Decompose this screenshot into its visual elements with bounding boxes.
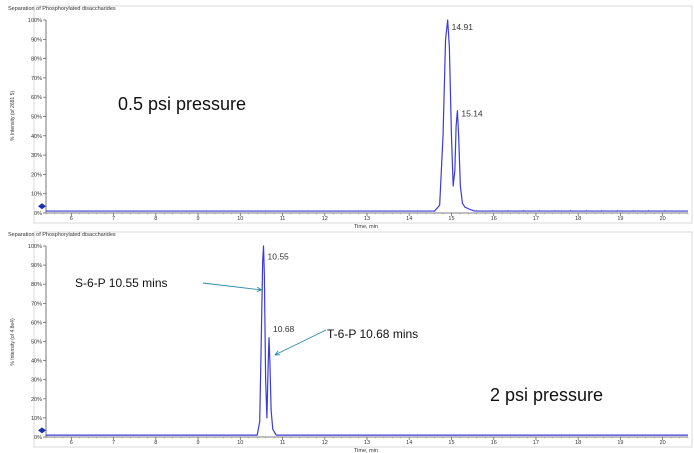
y-tick-label: 20% (31, 172, 42, 178)
x-tick-label: 9 (197, 440, 200, 446)
peak-label: 15.14 (461, 109, 483, 119)
x-tick-label: 10 (237, 440, 243, 446)
peak-label: 14.91 (452, 22, 474, 32)
callout-arrowhead (256, 286, 262, 292)
x-tick-label: 15 (448, 216, 454, 222)
callout-arrowhead (274, 350, 281, 356)
x-tick-label: 11 (280, 216, 286, 222)
y-tick-label: 60% (31, 320, 42, 326)
peak-label: 10.55 (268, 252, 290, 262)
series-line (46, 19, 688, 212)
x-tick-label: 7 (112, 440, 115, 446)
x-tick-label: 20 (660, 440, 666, 446)
y-tick-label: 80% (31, 282, 42, 288)
pressure-annotation: 2 psi pressure (490, 385, 603, 405)
x-tick-label: 16 (491, 216, 497, 222)
x-tick-label: 9 (197, 216, 200, 222)
callout-label: T-6-P 10.68 mins (327, 327, 418, 341)
x-tick-label: 8 (154, 216, 157, 222)
y-tick-label: 80% (31, 57, 42, 63)
start-marker (38, 427, 46, 434)
y-tick-label: 0% (34, 211, 42, 217)
y-tick-label: 10% (31, 416, 42, 422)
pressure-annotation: 0.5 psi pressure (118, 94, 246, 114)
y-tick-label: 0% (34, 435, 42, 441)
start-marker (38, 203, 46, 210)
y-tick-label: 30% (31, 153, 42, 159)
chart-top: Separation of Phosphorylated disaccharid… (8, 5, 693, 230)
x-tick-label: 19 (617, 440, 623, 446)
x-tick-label: 10 (237, 216, 243, 222)
x-tick-label: 14 (406, 216, 412, 222)
y-tick-label: 10% (31, 192, 42, 198)
y-axis-label: % Intensity (of 4.8e4) (10, 318, 16, 366)
x-tick-label: 13 (364, 440, 370, 446)
y-tick-label: 50% (31, 340, 42, 346)
x-axis-label: Time, min (354, 448, 378, 453)
x-tick-label: 20 (660, 216, 666, 222)
x-tick-label: 6 (70, 216, 73, 222)
x-axis-label: Time, min (354, 224, 378, 230)
y-tick-label: 70% (31, 301, 42, 307)
x-tick-label: 12 (322, 216, 328, 222)
y-tick-label: 20% (31, 397, 42, 403)
x-tick-label: 12 (322, 440, 328, 446)
chart-title: Separation of Phosphorylated disaccharid… (8, 6, 116, 12)
x-tick-label: 19 (617, 216, 623, 222)
y-tick-label: 40% (31, 134, 42, 140)
callout-arrow-line (274, 329, 327, 356)
x-tick-label: 8 (154, 440, 157, 446)
callout-label: S-6-P 10.55 mins (75, 276, 168, 290)
x-tick-label: 18 (575, 440, 581, 446)
x-tick-label: 17 (533, 216, 539, 222)
x-tick-label: 18 (575, 216, 581, 222)
chart-title: Separation of Phosphorylated disaccharid… (8, 232, 116, 238)
panel-frame (33, 231, 693, 448)
x-tick-label: 17 (533, 440, 539, 446)
y-tick-label: 40% (31, 359, 42, 365)
peak-label: 10.68 (273, 324, 295, 334)
y-tick-label: 90% (31, 263, 42, 269)
x-tick-label: 15 (448, 440, 454, 446)
y-tick-label: 100% (28, 244, 42, 250)
x-tick-label: 13 (364, 216, 370, 222)
x-tick-label: 11 (280, 440, 286, 446)
y-axis-label: % Intensity (of 2681 5) (10, 91, 16, 141)
x-tick-label: 16 (491, 440, 497, 446)
y-tick-label: 90% (31, 37, 42, 43)
callout-arrow-line (202, 282, 262, 291)
panel-frame (33, 5, 693, 224)
y-tick-label: 70% (31, 76, 42, 82)
x-tick-label: 7 (112, 216, 115, 222)
series-line (46, 245, 688, 436)
y-tick-label: 30% (31, 378, 42, 384)
x-tick-label: 14 (406, 440, 412, 446)
y-tick-label: 60% (31, 95, 42, 101)
x-tick-label: 6 (70, 440, 73, 446)
y-tick-label: 50% (31, 115, 42, 121)
chart-bottom: Separation of Phosphorylated disaccharid… (8, 231, 693, 453)
y-tick-label: 100% (28, 18, 42, 24)
